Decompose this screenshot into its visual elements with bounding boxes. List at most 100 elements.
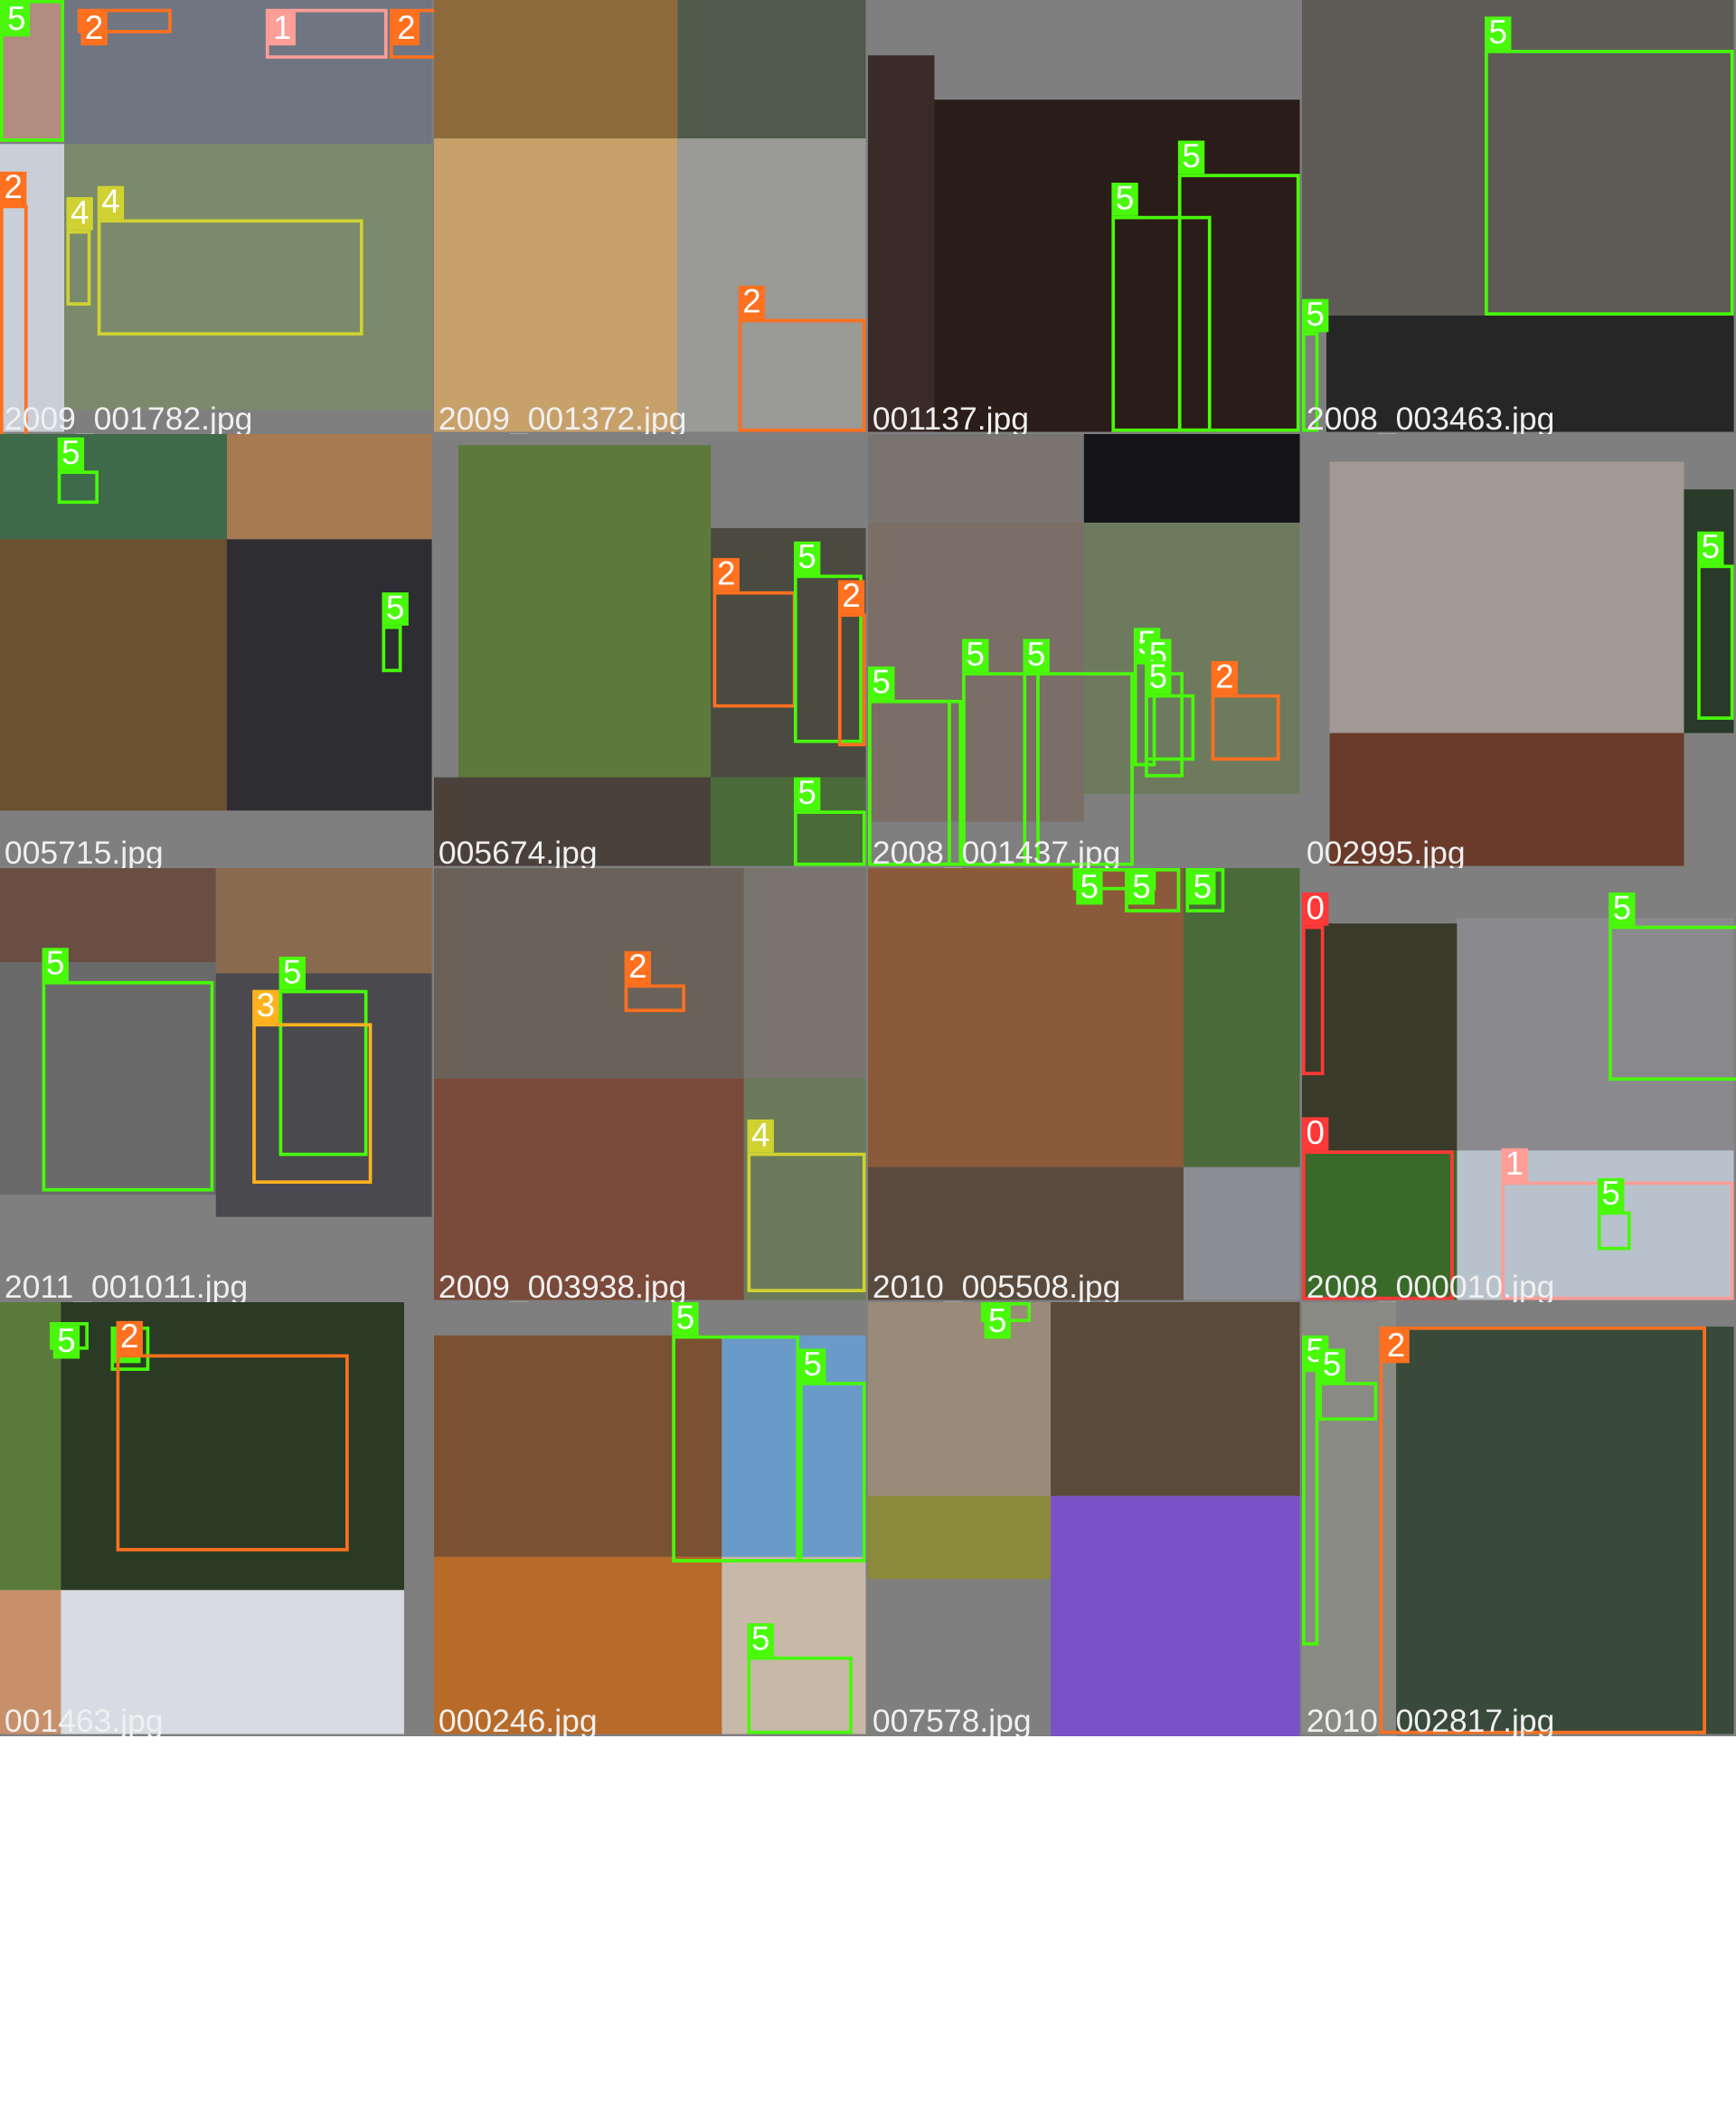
class-label: 5 (1609, 892, 1636, 926)
bounding-box: 5 (799, 1348, 866, 1563)
photo-crop (868, 1167, 1184, 1300)
class-label: 5 (278, 956, 306, 990)
bounding-box: 5 (962, 638, 1040, 866)
photo-crop (677, 138, 866, 432)
photo-crop (743, 1078, 866, 1300)
bounding-box: 2 (837, 580, 866, 747)
bounding-box: 0 (1302, 892, 1329, 1075)
class-label: 5 (868, 666, 895, 700)
photo-crop (227, 434, 432, 540)
class-label: 5 (1697, 531, 1724, 565)
filename-caption: 001137.jpg (872, 402, 1030, 434)
filename-caption: 2008_001437.jpg (872, 836, 1121, 868)
bounding-box: 5 (1318, 1348, 1378, 1422)
class-label: 5 (799, 1348, 826, 1383)
bounding-box: 2 (1379, 1326, 1706, 1734)
photo-crop (722, 1335, 866, 1557)
bounding-box: 2 (712, 558, 797, 708)
bounding-box: 5 (1111, 182, 1212, 432)
photo-crop (434, 777, 712, 866)
filename-caption: 005674.jpg (438, 836, 598, 868)
filename-caption: 007578.jpg (872, 1704, 1032, 1736)
photo-crop (677, 0, 866, 139)
class-label: 2 (1382, 1329, 1410, 1364)
class-label: 5 (747, 1622, 774, 1657)
photo-crop (868, 1302, 1052, 1502)
photo-crop (434, 868, 744, 1079)
class-label: 5 (1189, 871, 1216, 905)
bounding-box: 1 (265, 8, 388, 59)
class-label: 2 (116, 1320, 143, 1355)
class-label: 5 (1145, 660, 1172, 694)
class-label: 2 (0, 171, 27, 205)
filename-caption: 2011_001011.jpg (4, 1270, 249, 1302)
class-label: 5 (984, 1305, 1011, 1339)
mosaic-tile: 5 5 001137.jpg (868, 0, 1302, 434)
photo-crop (1302, 1150, 1458, 1300)
bounding-box: 5 (1302, 1335, 1329, 1646)
bounding-box: 2 (77, 8, 172, 46)
class-label: 5 (382, 591, 409, 626)
class-label: 5 (1318, 1348, 1345, 1383)
class-label: 5 (1302, 298, 1329, 333)
bounding-box: 5 (1302, 298, 1329, 432)
bounding-box: 4 (97, 185, 363, 336)
mosaic-tile: 552001463.jpg (0, 1302, 434, 1736)
bounding-box: 2 (116, 1320, 349, 1552)
class-label: 4 (747, 1119, 774, 1153)
mosaic-tile: 555555522008_001437.jpg (868, 434, 1302, 868)
class-label: 5 (1597, 1177, 1625, 1212)
bounding-box: 4 (747, 1119, 866, 1292)
mosaic-tile: 5 5 5 2010_005508.jpg (868, 868, 1302, 1302)
photo-crop (0, 539, 228, 811)
photo-crop (434, 1556, 722, 1734)
class-label: 2 (738, 285, 766, 319)
class-label: 0 (1302, 1117, 1329, 1151)
filename-caption: 000246.jpg (438, 1704, 598, 1736)
class-label: 5 (3, 3, 31, 37)
class-label: 4 (66, 196, 93, 231)
filename-caption: 2008_000010.jpg (1306, 1270, 1555, 1302)
photo-crop (743, 868, 866, 1079)
bounding-box: 5 (42, 948, 214, 1192)
bounding-box: 0 (1302, 1117, 1454, 1300)
bounding-box: 5 (1185, 868, 1225, 912)
bounding-box: 5 (1177, 140, 1300, 432)
filename-caption: 005715.jpg (4, 836, 164, 868)
filename-caption: 001463.jpg (4, 1704, 164, 1736)
class-label: 2 (712, 558, 740, 591)
bounding-box: 5 (278, 956, 368, 1157)
bounding-box: 2 (0, 171, 28, 434)
class-label: 5 (1177, 140, 1205, 175)
photo-crop (434, 138, 678, 432)
class-label: 2 (624, 950, 651, 985)
bounding-box: 2 (390, 8, 434, 59)
filename-caption: 2010_005508.jpg (872, 1270, 1121, 1302)
class-label: 1 (1501, 1148, 1528, 1182)
bounding-box: 5 (868, 666, 963, 866)
filename-caption: 2008_003463.jpg (1306, 402, 1555, 434)
bounding-box: 5 (0, 0, 65, 142)
bounding-box: 2 (624, 950, 685, 1013)
class-label: 2 (837, 580, 865, 614)
photo-crop (1183, 1167, 1300, 1300)
class-label: 5 (52, 1325, 80, 1359)
bounding-box: 5 (1485, 16, 1734, 316)
mosaic-tile: 2 5 2 5 005674.jpg (434, 434, 868, 868)
bounding-box: 4 (66, 196, 93, 306)
mosaic-tile: 5 007578.jpg (868, 1302, 1302, 1736)
mosaic-tile: 5 002995.jpg (1302, 434, 1736, 868)
class-label: 2 (392, 12, 420, 46)
photo-crop (0, 1590, 61, 1734)
photo-crop (0, 962, 216, 1195)
photo-crop (1051, 1496, 1300, 1736)
mosaic-tile: 5 5 3 2011_001011.jpg (0, 868, 434, 1302)
bounding-box: 2 (1211, 660, 1280, 761)
class-label: 3 (252, 989, 279, 1024)
mosaic-tile: 5 5 2008_003463.jpg (1302, 0, 1736, 434)
photo-crop (61, 1590, 404, 1734)
class-label: 2 (1211, 660, 1238, 694)
class-label: 5 (1076, 871, 1103, 905)
photo-crop (868, 55, 935, 432)
class-label: 5 (42, 948, 69, 981)
